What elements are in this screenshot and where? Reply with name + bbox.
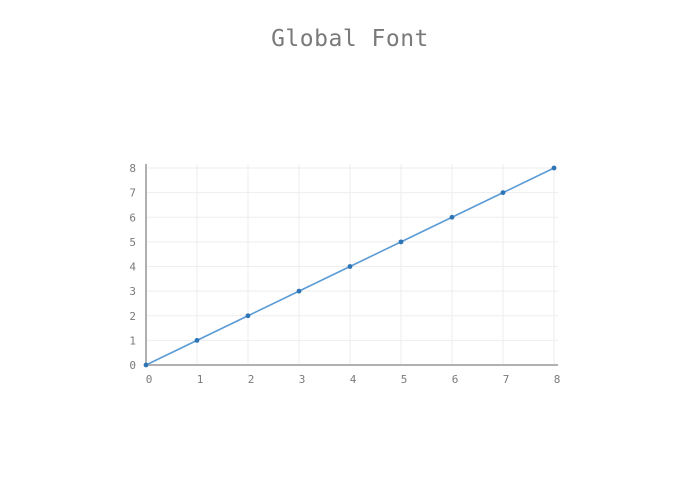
axes <box>145 164 558 366</box>
y-tick-label: 8 <box>129 162 136 175</box>
data-point <box>398 239 404 245</box>
y-tick-label: 0 <box>129 359 136 372</box>
y-tick-label: 7 <box>129 187 136 200</box>
data-point <box>245 313 251 319</box>
x-tick-label: 2 <box>248 373 255 386</box>
y-tick-label: 6 <box>129 211 136 224</box>
x-tick-label: 5 <box>401 373 408 386</box>
y-tick-label: 3 <box>129 285 136 298</box>
data-point <box>347 264 353 269</box>
y-tick-label: 4 <box>129 261 136 274</box>
data-point <box>296 288 302 294</box>
x-tick-label: 0 <box>146 373 153 386</box>
x-tick-label: 8 <box>554 373 561 386</box>
series-layer <box>143 165 557 368</box>
x-tick-label: 3 <box>299 373 306 386</box>
data-point <box>449 214 455 220</box>
y-tick-label: 5 <box>129 236 136 249</box>
data-point <box>194 337 200 343</box>
x-tick-label: 7 <box>503 373 510 386</box>
x-tick-label: 6 <box>452 373 459 386</box>
tick-labels: 0 1 2 3 4 5 6 7 8 0 1 2 3 4 5 6 7 8 <box>129 162 560 386</box>
y-tick-label: 2 <box>129 310 136 323</box>
data-point <box>500 190 506 196</box>
x-tick-label: 1 <box>197 373 204 386</box>
y-tick-label: 1 <box>129 334 136 347</box>
chart-title: Global Font <box>271 26 429 52</box>
data-point <box>143 362 149 368</box>
data-point <box>551 165 557 171</box>
x-tick-label: 4 <box>350 373 357 386</box>
